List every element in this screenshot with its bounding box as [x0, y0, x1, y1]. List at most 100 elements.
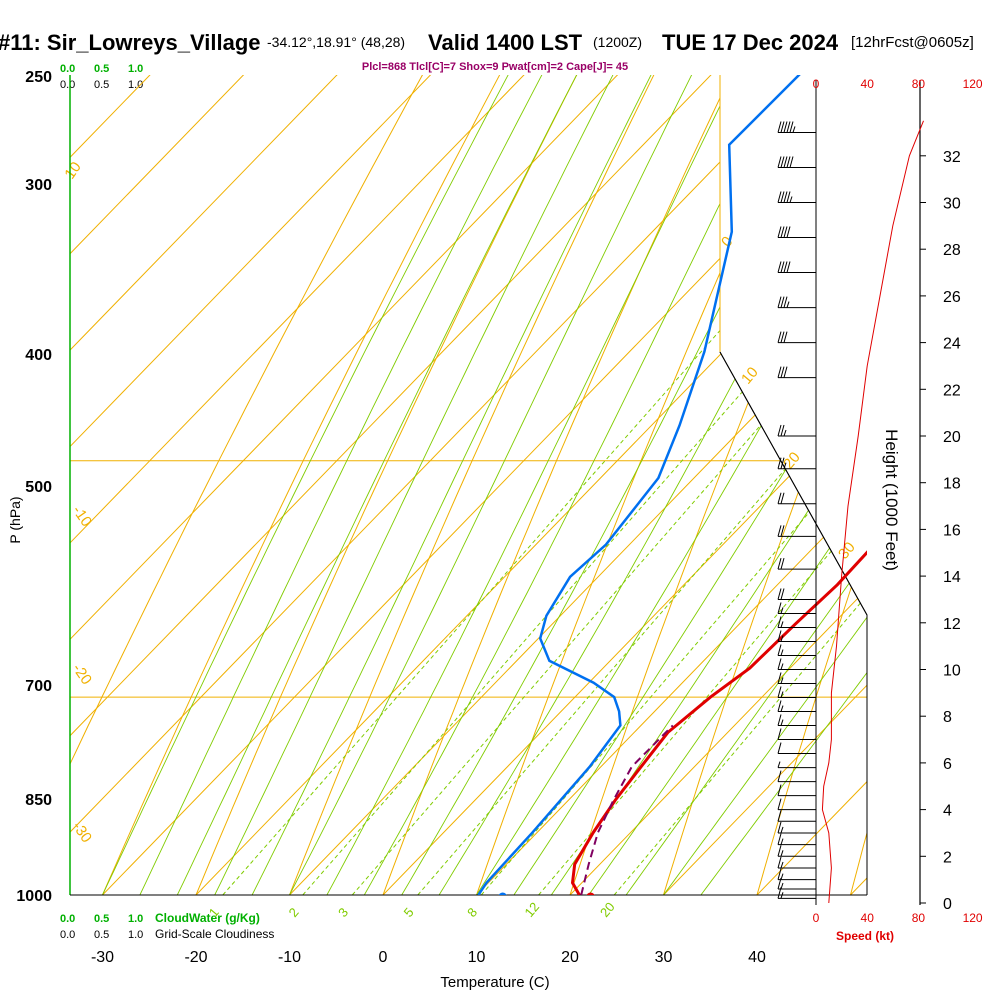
height-tick-label: 22 — [943, 382, 961, 399]
speed-tick-bottom: 80 — [912, 911, 926, 925]
wind-barb-flag — [777, 700, 782, 712]
cloudiness-label: Grid-Scale Cloudiness — [155, 927, 274, 941]
speed-tick-bottom: 0 — [813, 911, 820, 925]
dry-adiabat-line — [476, 75, 809, 895]
temperature-line — [570, 550, 867, 895]
wind-barb — [777, 226, 816, 239]
mixing-ratio-line — [302, 248, 867, 895]
height-tick-label: 8 — [943, 709, 952, 726]
wind-barb-flag — [777, 742, 782, 754]
wind-barb — [777, 457, 816, 470]
station-title: #11: Sir_Lowreys_Village — [0, 30, 261, 55]
speed-axis-label: Speed (kt) — [836, 929, 894, 943]
wind-barb — [777, 784, 816, 797]
wind-barb-flag — [777, 121, 782, 133]
wind-barb-flag — [777, 845, 782, 857]
wind-barb — [777, 810, 816, 822]
wind-barb-flag — [780, 331, 785, 343]
wind-barb-flag — [777, 868, 782, 880]
dry-adiabat-label: -30 — [69, 819, 95, 847]
isotherm-line — [0, 0, 805, 895]
speed-tick-top: 120 — [963, 77, 983, 91]
wind-barb-flag — [777, 366, 782, 378]
dry-adiabat-line — [850, 831, 867, 895]
height-tick-label: 6 — [943, 756, 952, 773]
wind-barb — [777, 644, 816, 656]
wind-barb-flag — [780, 457, 785, 469]
moist-adiabat-line — [625, 557, 867, 895]
wind-barb — [777, 728, 816, 741]
wind-barb — [777, 156, 816, 168]
moist-adiabat-line — [139, 75, 543, 895]
height-tick-label: 0 — [943, 896, 952, 913]
wind-barb — [777, 121, 816, 133]
wind-barb-half — [783, 462, 787, 469]
wind-barb — [777, 833, 816, 846]
isotherm-line — [476, 491, 867, 895]
height-tick-label: 16 — [943, 522, 961, 539]
mixing-ratio-line — [417, 374, 867, 895]
pressure-tick-850: 850 — [25, 792, 52, 809]
temperature-tick-label: -10 — [278, 949, 301, 966]
pressure-tick-700: 700 — [25, 678, 52, 695]
wind-speed-line — [821, 120, 924, 904]
surface-dewpoint-marker — [498, 892, 507, 895]
wind-barb-flag — [780, 492, 785, 504]
wind-barb-flag — [780, 557, 785, 570]
background-grid — [0, 0, 867, 895]
mixing-ratio-label: 8 — [464, 905, 480, 920]
wind-barb-flag — [777, 810, 782, 822]
dry-adiabat-line — [382, 75, 732, 895]
moist-adiabat-line — [214, 75, 614, 895]
height-tick-label: 14 — [943, 569, 961, 586]
speed-tick-bottom: 40 — [861, 911, 875, 925]
wind-barb-flag — [777, 672, 782, 684]
wind-barb-flag — [780, 121, 785, 133]
wind-barb-flag — [777, 331, 782, 343]
wind-barb-half — [780, 873, 784, 880]
wind-barb-flag — [780, 261, 785, 273]
wind-barb-flag — [777, 226, 782, 238]
moist-adiabat-line — [102, 75, 509, 895]
height-tick-label: 18 — [943, 476, 961, 493]
wind-barb-flag — [783, 296, 788, 308]
cloudiness-bottom-tick-1: 0.5 — [94, 929, 109, 941]
pressure-tick-400: 400 — [25, 347, 52, 364]
sounding-indices: Plcl=868 Tlcl[C]=7 Shox=9 Pwat[cm]=2 Cap… — [362, 61, 628, 73]
mixing-ratio-label: 5 — [401, 905, 417, 920]
wind-barb-flag — [786, 121, 791, 133]
wind-barb-flag — [783, 366, 788, 378]
wind-barb-flag — [777, 492, 782, 504]
mixing-ratio-line — [351, 302, 867, 895]
cloudwater-bottom-tick-0: 0.0 — [60, 913, 75, 925]
wind-barb — [777, 602, 816, 614]
mixing-ratio-line — [222, 163, 867, 895]
temperature-tick-label: 0 — [379, 949, 388, 966]
wind-barb-flag — [777, 616, 782, 628]
height-tick-label: 28 — [943, 242, 961, 259]
cloudiness-top-tick-1: 0.5 — [94, 79, 109, 91]
wind-barb-flag — [777, 833, 782, 845]
moist-adiabat-line — [363, 75, 783, 895]
wind-barb — [777, 700, 816, 713]
dewpoint-line — [477, 75, 801, 895]
valid-date: TUE 17 Dec 2024 — [662, 30, 839, 55]
wind-barb-flag — [789, 121, 794, 133]
isotherm-line — [0, 0, 711, 895]
wind-barb-half — [780, 838, 784, 845]
moist-adiabat-line — [513, 333, 867, 895]
wind-barb — [777, 856, 816, 869]
height-tick-label: 26 — [943, 289, 961, 306]
forecast-tag: [12hrFcst@0605z] — [851, 34, 974, 51]
temperature-tick-label: 30 — [655, 949, 673, 966]
wind-barb — [777, 296, 816, 309]
wind-barb — [777, 331, 816, 344]
wind-barb-half — [777, 761, 781, 768]
mixing-ratio-label: 12 — [521, 899, 542, 920]
wind-barb-flag — [777, 658, 782, 670]
wind-barb-half — [786, 301, 790, 308]
cloudiness-bottom-tick-0: 0.0 — [60, 929, 75, 941]
wind-barb-flag — [777, 784, 782, 796]
dry-adiabat-line — [289, 75, 655, 895]
